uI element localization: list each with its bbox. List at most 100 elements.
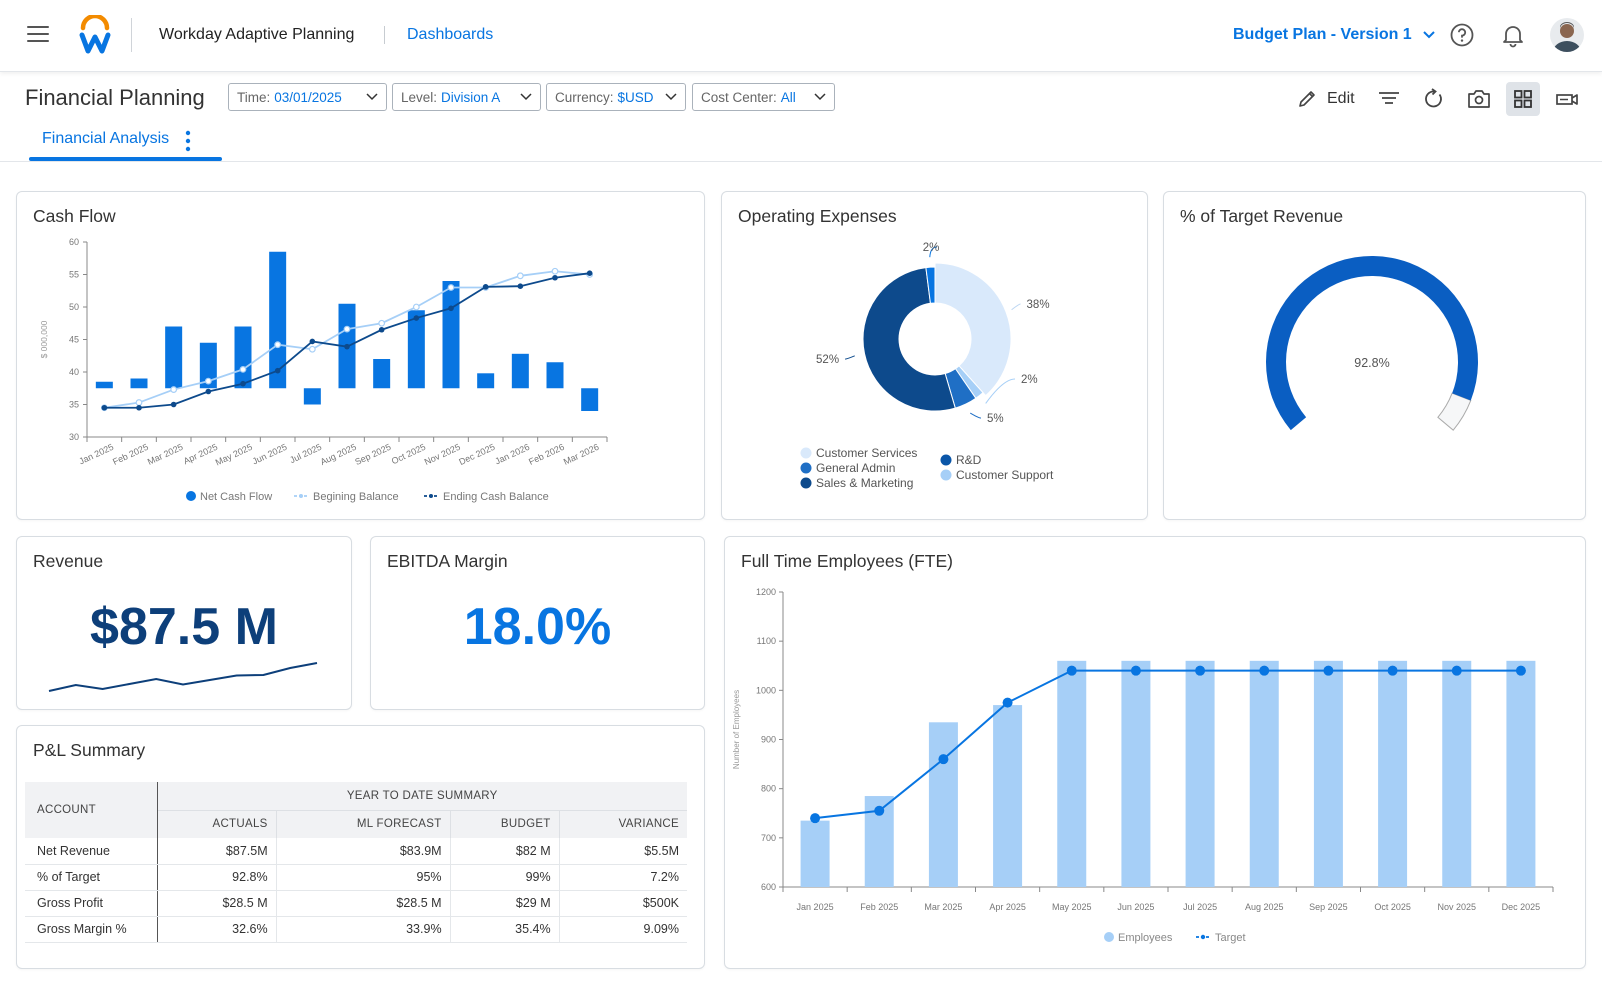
more-vertical-icon[interactable] <box>185 130 191 152</box>
edit-pencil-icon[interactable] <box>1290 82 1324 116</box>
revenue-value: $87.5 M <box>90 598 278 656</box>
ending-cash-balance-point <box>378 326 385 333</box>
ending-cash-balance-point <box>344 343 350 350</box>
ending-cash-balance-point <box>482 284 489 290</box>
begining-balance-point <box>412 303 420 311</box>
slice-label: 38% <box>1027 299 1050 311</box>
user-avatar[interactable] <box>1550 18 1584 52</box>
header-divider <box>131 18 132 52</box>
filter-value: Division A <box>441 89 501 105</box>
value-cell: $28.5 M <box>157 890 277 917</box>
slice-label: 2% <box>923 242 940 254</box>
legend-label: R&D <box>956 453 982 467</box>
pl-summary-card: P&L Summary ACCOUNT YEAR TO DATE SUMMARY… <box>16 725 705 969</box>
account-cell: Gross Profit <box>25 890 158 917</box>
level-filter[interactable]: Level: Division A <box>392 83 541 111</box>
target-point <box>874 805 885 816</box>
net-cash-flow-bar <box>269 251 287 389</box>
presentation-icon[interactable] <box>1550 82 1584 116</box>
operating-expenses-card: Operating Expenses 38% 2% 5% 52% 2% Customer … <box>721 191 1148 520</box>
ebitda-value: 18.0% <box>463 598 612 656</box>
revenue-sparkline <box>48 662 318 692</box>
x-tick-label: Jun 2025 <box>251 442 289 467</box>
value-cell: 7.2% <box>559 864 687 891</box>
expense-slice <box>862 267 956 412</box>
net-cash-flow-bar <box>477 373 495 389</box>
net-cash-flow-bar <box>95 381 113 389</box>
notifications-bell-icon[interactable] <box>1500 22 1526 48</box>
target-point <box>1515 665 1526 676</box>
workday-logo[interactable] <box>78 15 112 55</box>
value-cell: 35.4% <box>450 916 560 943</box>
group-header: YEAR TO DATE SUMMARY <box>157 782 687 811</box>
x-tick-label: May 2025 <box>214 442 254 468</box>
time-filter[interactable]: Time: 03/01/2025 <box>228 83 387 111</box>
cost-center-filter[interactable]: Cost Center: All <box>692 83 835 111</box>
y-tick-label: 30 <box>69 432 79 442</box>
card-title: Operating Expenses <box>738 206 897 226</box>
net-cash-flow-bar <box>130 378 148 389</box>
ending-cash-balance-point <box>136 404 142 411</box>
y-tick-label: 1000 <box>756 685 776 695</box>
column-header: ML FORECAST <box>276 810 451 838</box>
table-row: Net Revenue $87.5M $83.9M $82 M $5.5M <box>25 838 687 865</box>
account-header: ACCOUNT <box>25 782 158 838</box>
begining-balance-point <box>308 345 316 353</box>
target-revenue-card: % of Target Revenue 92.8% <box>1163 191 1586 520</box>
edit-button[interactable]: Edit <box>1327 90 1355 107</box>
x-tick-label: Sep 2025 <box>1309 902 1348 912</box>
grid-view-icon[interactable] <box>1506 82 1540 116</box>
x-tick-label: Mar 2025 <box>146 442 185 467</box>
version-select[interactable]: Budget Plan - Version 1 <box>1233 26 1436 44</box>
net-cash-flow-bar <box>199 342 217 389</box>
camera-icon[interactable] <box>1462 82 1496 116</box>
tab-financial-analysis[interactable]: Financial Analysis <box>29 125 222 161</box>
filter-value: 03/01/2025 <box>274 89 342 105</box>
begining-balance-point <box>204 377 212 385</box>
chevron-down-icon <box>1422 31 1435 39</box>
ending-cash-balance-point <box>413 315 420 321</box>
employees-bar <box>1378 660 1408 887</box>
currency-filter[interactable]: Currency: $USD <box>546 83 686 111</box>
employees-bar <box>1249 660 1279 887</box>
expense-slice <box>925 266 936 304</box>
gauge-track <box>1266 256 1478 431</box>
ending-cash-balance-point <box>170 401 177 408</box>
column-header: ACTUALS <box>157 810 277 838</box>
x-tick-label: Dec 2025 <box>457 442 496 467</box>
table-row: Gross Margin % 32.6% 33.9% 35.4% 9.09% <box>25 916 687 943</box>
y-tick-label: 900 <box>761 735 776 745</box>
help-icon[interactable] <box>1449 22 1475 48</box>
filter-value: $USD <box>617 89 654 105</box>
page-title: Financial Planning <box>25 85 205 110</box>
x-tick-label: Jan 2025 <box>797 902 834 912</box>
card-title: % of Target Revenue <box>1180 206 1344 226</box>
hamburger-menu-icon[interactable] <box>27 26 49 44</box>
header-rule <box>0 161 1602 162</box>
ending-cash-balance-point <box>517 283 524 289</box>
y-axis-label: $ 000,000 <box>39 320 49 358</box>
net-cash-flow-bar <box>442 281 460 389</box>
account-cell: % of Target <box>25 864 158 891</box>
begining-balance-point <box>378 319 386 327</box>
target-point <box>1002 697 1013 708</box>
fte-card: Full Time Employees (FTE) 600 700 800 900 10… <box>724 536 1586 969</box>
value-cell: $87.5M <box>157 838 277 865</box>
value-cell: $82 M <box>450 838 560 865</box>
dashboards-link[interactable]: Dashboards <box>407 26 494 43</box>
legend-label: Begining Balance <box>313 491 399 503</box>
table-row: Gross Profit $28.5 M $28.5 M $29 M $500K <box>25 890 687 917</box>
ebitda-card: EBITDA Margin 18.0% <box>370 536 705 710</box>
ending-cash-balance-point <box>309 338 316 345</box>
card-title: EBITDA Margin <box>387 551 508 571</box>
legend-swatch <box>800 477 812 489</box>
filter-label: Cost Center: <box>701 89 777 105</box>
target-point <box>810 813 821 824</box>
ending-cash-balance-point <box>274 367 281 374</box>
refresh-icon[interactable] <box>1417 82 1451 116</box>
legend-swatch <box>800 447 812 459</box>
target-point <box>1259 665 1270 676</box>
card-title: Revenue <box>33 551 104 571</box>
net-cash-flow-bar <box>303 388 321 405</box>
filter-icon[interactable] <box>1372 82 1406 116</box>
